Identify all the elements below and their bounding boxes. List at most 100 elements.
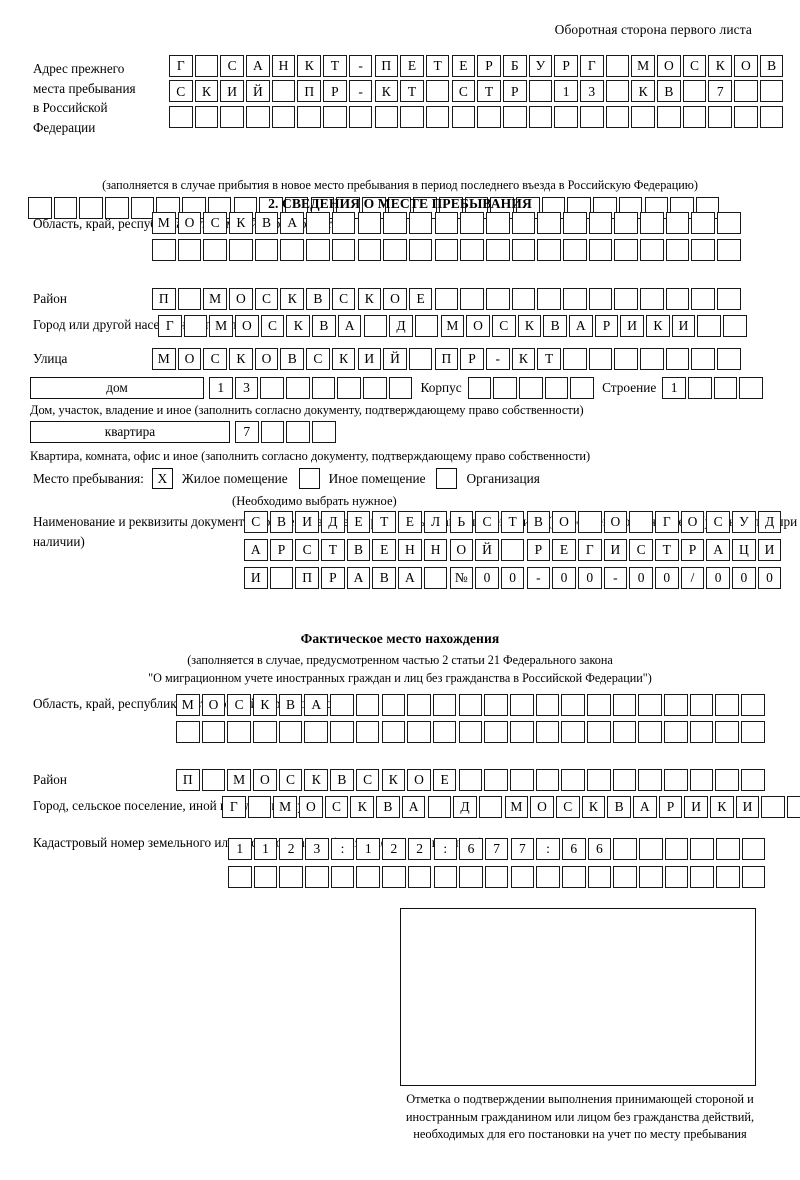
char-cell[interactable] [408,239,433,261]
char-cell[interactable] [254,239,279,261]
char-cell[interactable] [638,694,662,716]
char-cell[interactable]: П [295,567,319,589]
char-cell[interactable]: И [735,796,760,818]
char-cell[interactable] [588,239,613,261]
char-cell[interactable] [691,239,716,261]
char-cell[interactable]: В [526,511,551,533]
char-cell[interactable]: 6 [561,838,586,860]
char-cell[interactable] [408,212,433,234]
char-cell[interactable]: 0 [475,567,499,589]
char-cell[interactable]: К [229,348,253,370]
char-cell[interactable]: Д [453,796,477,818]
char-cell[interactable]: И [684,796,708,818]
char-cell[interactable]: А [346,567,371,589]
char-cell[interactable] [570,377,595,399]
char-cell[interactable]: И [220,80,244,103]
char-cell[interactable]: С [355,769,380,791]
char-cell[interactable] [502,105,527,128]
char-cell[interactable]: К [357,288,382,310]
char-cell[interactable] [311,377,336,399]
char-cell[interactable] [715,694,740,716]
char-cell[interactable]: С [706,511,730,533]
char-cell[interactable]: И [357,348,382,370]
char-cell[interactable]: С [555,796,580,818]
char-cell[interactable] [563,288,587,310]
char-cell[interactable] [407,866,432,888]
char-cell[interactable] [253,721,277,743]
char-cell[interactable]: С [203,348,227,370]
char-cell[interactable] [105,197,129,219]
char-cell[interactable] [577,511,602,533]
char-cell[interactable]: Ц [732,539,756,561]
previous-address-row-3[interactable] [169,105,786,128]
char-cell[interactable] [787,796,800,818]
char-cell[interactable]: С [475,511,499,533]
char-cell[interactable] [286,377,310,399]
char-cell[interactable] [716,838,740,860]
char-cell[interactable]: Т [372,511,397,533]
char-cell[interactable]: В [657,80,681,103]
char-cell[interactable]: 1 [356,838,381,860]
char-cell[interactable] [511,288,536,310]
char-cell[interactable] [605,55,630,77]
char-cell[interactable]: И [757,539,782,561]
char-cell[interactable]: С [491,315,516,337]
char-cell[interactable]: 2 [407,838,432,860]
char-cell[interactable]: И [603,539,628,561]
char-cell[interactable]: Д [757,511,782,533]
char-cell[interactable]: О [449,539,474,561]
char-cell[interactable]: М [203,288,227,310]
char-cell[interactable] [563,239,587,261]
char-cell[interactable] [691,212,716,234]
char-cell[interactable]: Е [400,55,424,77]
char-cell[interactable] [612,721,637,743]
char-cell[interactable]: М [176,694,200,716]
char-cell[interactable]: 1 [662,377,686,399]
char-cell[interactable]: М [209,315,233,337]
char-cell[interactable]: 0 [655,567,679,589]
char-cell[interactable]: Р [321,567,345,589]
char-cell[interactable] [717,288,741,310]
char-cell[interactable] [484,769,508,791]
char-cell[interactable] [537,239,561,261]
char-cell[interactable] [614,239,638,261]
char-cell[interactable]: Н [398,539,422,561]
char-cell[interactable]: Р [460,348,484,370]
char-cell[interactable] [432,694,457,716]
char-cell[interactable] [194,105,219,128]
char-cell[interactable] [330,866,355,888]
char-cell[interactable] [612,694,637,716]
char-cell[interactable] [536,866,560,888]
char-cell[interactable] [605,80,630,103]
char-cell[interactable]: А [244,539,268,561]
char-cell[interactable] [613,838,637,860]
char-cell[interactable] [28,197,52,219]
cadastral-row-2[interactable] [228,866,767,888]
char-cell[interactable]: О [253,769,277,791]
char-cell[interactable] [383,239,407,261]
char-cell[interactable]: Р [526,539,551,561]
char-cell[interactable]: О [299,796,323,818]
char-cell[interactable]: П [374,55,399,77]
char-cell[interactable] [759,105,784,128]
char-cell[interactable] [605,105,630,128]
char-cell[interactable]: 0 [577,567,602,589]
char-cell[interactable]: - [348,80,373,103]
actual-region-row-2[interactable] [176,721,767,743]
char-cell[interactable] [580,105,604,128]
char-cell[interactable]: В [376,796,400,818]
char-cell[interactable]: С [227,694,251,716]
char-cell[interactable]: С [451,80,476,103]
char-cell[interactable] [400,105,424,128]
char-cell[interactable] [638,721,662,743]
char-cell[interactable] [713,377,738,399]
char-cell[interactable] [381,721,406,743]
char-cell[interactable] [629,511,653,533]
char-cell[interactable]: К [646,315,670,337]
char-cell[interactable] [715,721,740,743]
char-cell[interactable]: Й [383,348,407,370]
char-cell[interactable]: О [657,55,681,77]
